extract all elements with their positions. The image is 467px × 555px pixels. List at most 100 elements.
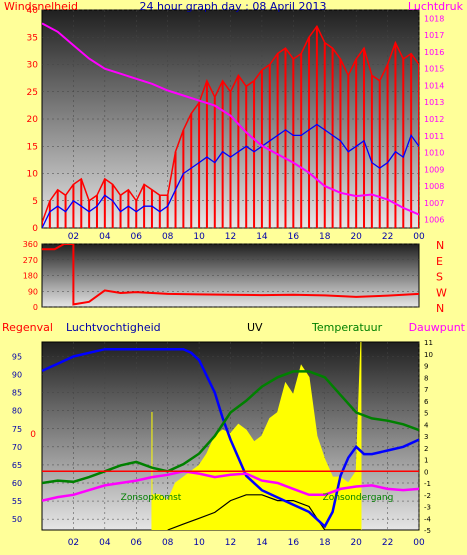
humidity-tick-label: 80 [12, 407, 22, 416]
direction-degree-label: 270 [23, 256, 38, 265]
temperature-tick-label: 2 [424, 445, 428, 453]
wind-hour-tick-label: 10 [193, 232, 205, 242]
humidity-tick-label: 60 [12, 479, 22, 488]
humidity-tick-label: 90 [12, 371, 22, 380]
wind-speed-axis-title: Windsnelheid [4, 0, 78, 13]
wind-direction-panel: 0 N 90 W 180 S 270 E 360 N [23, 239, 447, 315]
wind-hour-tick-label: 22 [382, 232, 393, 242]
wind-hour-tick-label: 00 [413, 232, 425, 242]
wind-hour-tick-label: 12 [225, 232, 236, 242]
wind-speed-tick-label: 25 [27, 88, 38, 98]
humidity-hour-tick-label: 18 [319, 538, 331, 548]
humidity-hour-tick-label: 12 [225, 538, 236, 548]
humidity-hour-tick-label: 02 [68, 538, 79, 548]
pressure-axis-title: Luchtdruk [408, 0, 464, 13]
compass-letter-label: E [436, 255, 443, 268]
pressure-tick-label: 1015 [424, 65, 444, 74]
humidity-tick-label: 95 [12, 352, 22, 361]
temperature-tick-label: -3 [424, 504, 431, 512]
temperature-tick-label: 1 [424, 457, 428, 465]
dewpoint-axis-title: Dauwpunt [409, 321, 466, 334]
wind-hour-tick-label: 08 [162, 232, 174, 242]
wind-hour-tick-label: 16 [288, 232, 300, 242]
rain-axis-title: Regenval [2, 321, 53, 334]
wind-direction-tick-labels: 0 N 90 W 180 S 270 E 360 N [23, 239, 447, 315]
wind-speed-tick-label: 30 [27, 61, 39, 71]
uv-axis-title: UV [247, 321, 263, 334]
temperature-tick-label: 10 [424, 351, 433, 359]
pressure-tick-label: 1011 [424, 132, 444, 141]
pressure-tick-label: 1013 [424, 98, 444, 107]
chart-title: 24 hour graph day : 08 April 2013 [140, 0, 327, 13]
wind-hour-tick-label: 02 [68, 232, 79, 242]
temperature-tick-label: 5 [424, 410, 428, 418]
temperature-tick-label: -1 [424, 480, 431, 488]
direction-degree-label: 0 [33, 303, 38, 312]
wind-hour-tick-label: 18 [319, 232, 331, 242]
pressure-tick-label: 1018 [424, 14, 444, 23]
wind-speed-tick-label: 5 [32, 197, 38, 207]
wind-hour-tick-label: 14 [256, 232, 268, 242]
compass-letter-label: S [436, 271, 443, 284]
sunrise-label: Zonsopkomst [121, 493, 182, 503]
temperature-tick-label: -5 [424, 527, 431, 535]
pressure-tick-label: 1012 [424, 115, 444, 124]
humidity-hour-tick-label: 10 [193, 538, 205, 548]
pressure-line [42, 22, 419, 216]
pressure-tick-label: 1016 [424, 48, 444, 57]
wind-hour-tick-label: 04 [99, 232, 111, 242]
humidity-hour-tick-label: 06 [131, 538, 143, 548]
wind-speed-tick-label: 15 [27, 142, 38, 152]
humidity-tick-label: 55 [12, 497, 22, 506]
humidity-hour-tick-label: 20 [350, 538, 362, 548]
rain-zero-label: 0 [30, 430, 36, 440]
temperature-tick-label: 0 [424, 468, 428, 476]
humidity-uv-temperature-panel: Regenval Luchtvochtigheid UV Temperatuur… [2, 321, 466, 548]
humidity-hour-tick-label: 04 [99, 538, 111, 548]
wind-pressure-panel: 0510152025303540100610071008100910101011… [4, 0, 464, 242]
temperature-tick-label: 8 [424, 374, 428, 382]
humidity-tick-label: 65 [12, 461, 22, 470]
sunset-label: Zonsondergang [323, 493, 394, 503]
humidity-tick-label: 50 [12, 515, 22, 524]
wind-pressure-series [42, 22, 419, 228]
pressure-tick-label: 1009 [424, 165, 444, 174]
compass-letter-label: N [436, 239, 444, 252]
wind-hour-tick-label: 06 [131, 232, 143, 242]
humidity-hour-tick-label: 16 [288, 538, 300, 548]
humidity-axis-title: Luchtvochtigheid [66, 321, 161, 334]
compass-letter-label: W [436, 286, 447, 299]
humidity-hour-tick-label: 14 [256, 538, 268, 548]
humidity-tick-label: 75 [12, 425, 22, 434]
direction-degree-label: 180 [23, 272, 38, 281]
pressure-tick-label: 1017 [424, 31, 444, 40]
wind-direction-series [42, 244, 419, 306]
wind-speed-tick-label: 0 [32, 224, 38, 234]
pressure-tick-label: 1010 [424, 149, 444, 158]
temperature-axis-title: Temperatuur [311, 321, 383, 334]
temperature-tick-label: 6 [424, 398, 429, 406]
temperature-tick-label: 3 [424, 433, 428, 441]
humidity-tick-label: 70 [12, 443, 22, 452]
temperature-tick-label: -2 [424, 492, 431, 500]
humidity-hour-tick-label: 22 [382, 538, 393, 548]
humidity-tick-labels: 50556065707580859095-5-4-3-2-10123456789… [12, 339, 433, 548]
humidity-line [42, 347, 419, 529]
pressure-tick-label: 1014 [424, 81, 444, 90]
direction-degree-label: 360 [23, 240, 38, 249]
direction-degree-label: 90 [28, 287, 38, 296]
uv-index-line [167, 494, 361, 530]
pressure-tick-label: 1006 [424, 216, 444, 225]
wind-average-line [42, 123, 419, 228]
humidity-hour-tick-label: 08 [162, 538, 174, 548]
dewpoint-line [42, 470, 419, 502]
humidity-tick-label: 85 [12, 389, 22, 398]
temperature-tick-label: 9 [424, 363, 428, 371]
pressure-tick-label: 1008 [424, 182, 444, 191]
humidity-uv-temperature-series [42, 342, 419, 530]
humidity-hour-tick-label: 00 [413, 538, 425, 548]
temperature-tick-label: 4 [424, 421, 429, 429]
wind-speed-tick-label: 35 [27, 33, 38, 43]
wind-gust-line [42, 24, 419, 223]
compass-letter-label: N [436, 302, 444, 315]
